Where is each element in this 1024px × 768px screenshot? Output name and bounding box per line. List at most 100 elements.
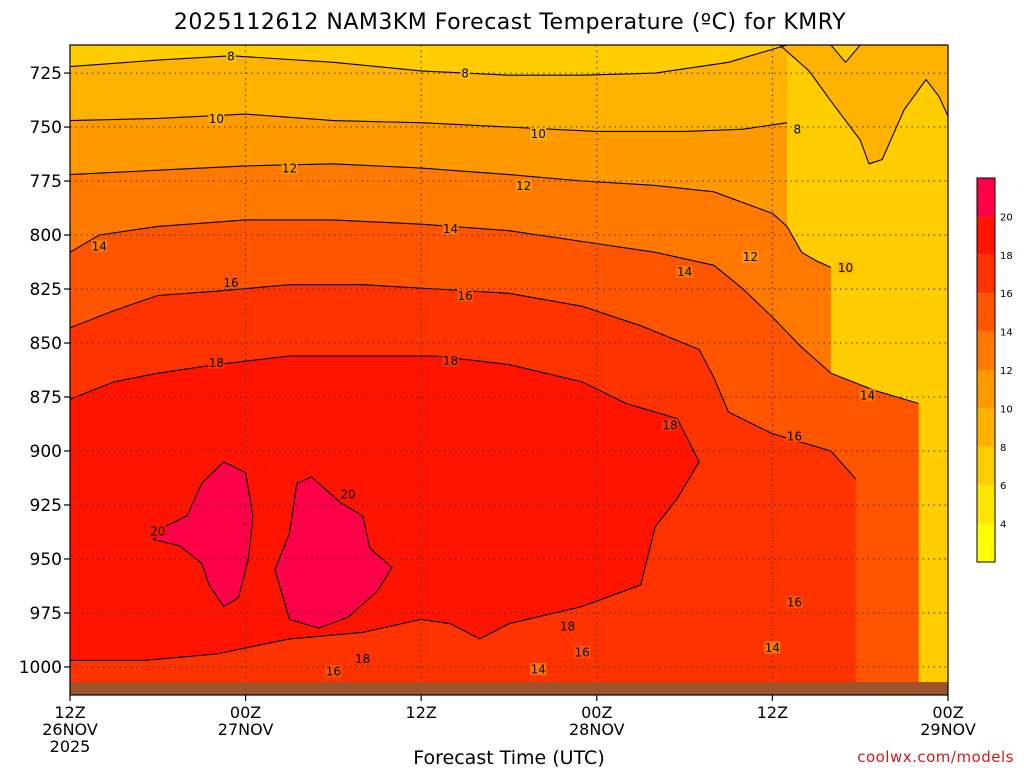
contour-label-bg — [442, 222, 459, 235]
colorbar-label: 10 — [1000, 404, 1013, 415]
contour-label-bg — [222, 276, 239, 289]
y-tick-label: 850 — [30, 334, 62, 354]
colorbar-label: 18 — [1000, 251, 1013, 262]
pocket-region-20 — [274, 476, 393, 629]
contour-label: 10 — [531, 127, 546, 141]
y-tick-label: 950 — [30, 550, 62, 570]
contour-label-bg — [442, 354, 459, 367]
contour-label-bg — [764, 641, 781, 654]
colorbar-swatch — [977, 331, 995, 370]
colorbar-swatch — [977, 216, 995, 255]
y-tick-label: 900 — [30, 442, 62, 462]
colorbar-swatch — [977, 293, 995, 332]
contour-label: 14 — [860, 388, 875, 402]
contour-lines — [70, 45, 919, 661]
contour-line-18 — [70, 355, 700, 661]
contour-label-bg — [354, 652, 371, 665]
contour-label-bg — [149, 524, 166, 537]
x-axis-label: Forecast Time (UTC) — [413, 747, 604, 768]
x-tick-label: 00Z — [230, 703, 261, 722]
colorbar-swatch — [977, 254, 995, 294]
colorbar-swatch — [977, 485, 995, 524]
y-tick-label: 975 — [30, 604, 62, 624]
contour-label-bg — [676, 265, 693, 278]
contour-label-bg — [91, 239, 108, 252]
colorbar-label: 16 — [1000, 289, 1013, 300]
y-tick-label: 875 — [30, 388, 62, 408]
pocket-region-8 — [778, 45, 948, 165]
contour-label: 16 — [223, 276, 238, 290]
contour-label: 20 — [150, 524, 165, 538]
contour-label-bg — [530, 127, 547, 140]
plot-area: 8881010101212121414141414141616161616161… — [70, 45, 948, 695]
colorbar-label: 4 — [1000, 520, 1006, 531]
plot-frame — [69, 44, 949, 696]
contour-label-bg — [530, 663, 547, 676]
contour-label: 14 — [443, 222, 458, 236]
contour-label-bg — [786, 596, 803, 609]
colorbar-swatch — [977, 178, 995, 217]
x-tick-label: 26NOV — [42, 720, 98, 739]
ground-surface — [70, 682, 948, 695]
contour-label: 18 — [209, 356, 224, 370]
x-tick-label: 12Z — [406, 703, 437, 722]
y-tick-label: 800 — [30, 226, 62, 246]
contour-label: 8 — [227, 49, 235, 63]
contour-label: 14 — [531, 663, 546, 677]
x-tick-label: 29NOV — [920, 720, 976, 739]
colorbar-swatch — [977, 370, 995, 409]
contour-label-bg — [457, 289, 474, 302]
contour-label-bg — [515, 179, 532, 192]
contour-line-14 — [70, 219, 919, 405]
contour-label: 12 — [282, 162, 297, 176]
chart-title: 2025112612 NAM3KM Forecast Temperature (… — [174, 10, 846, 35]
contour-label-bg — [325, 665, 342, 678]
contour-label-bg — [837, 261, 854, 274]
contour-label: 20 — [340, 488, 355, 502]
y-tick-label: 725 — [30, 64, 62, 84]
x-tick-label: 12Z — [54, 703, 85, 722]
contour-label-bg — [859, 388, 876, 401]
colorbar-label: 12 — [1000, 366, 1013, 377]
contour-label-bg — [226, 49, 236, 62]
contour-label: 8 — [461, 67, 469, 81]
contour-label-bg — [208, 112, 225, 125]
contour-line-12 — [70, 163, 832, 268]
x-tick-label: 27NOV — [218, 720, 274, 739]
x-tick-label: 00Z — [932, 703, 963, 722]
x-tick-label: 00Z — [581, 703, 612, 722]
pocket-region-6 — [830, 45, 861, 64]
contour-label: 14 — [677, 265, 692, 279]
contour-line-16 — [70, 284, 857, 480]
colorbar-swatch — [977, 446, 995, 486]
contour-label: 16 — [787, 429, 802, 443]
pocket-region-20 — [152, 461, 254, 608]
colorbar-label: 14 — [1000, 328, 1013, 339]
contour-label: 16 — [787, 596, 802, 610]
contour-label: 12 — [516, 179, 531, 193]
contour-label: 18 — [355, 652, 370, 666]
y-tick-label: 925 — [30, 496, 62, 516]
credit-text: coolwx.com/models — [857, 748, 1014, 766]
contour-label: 18 — [662, 419, 677, 433]
contour-labels: 8881010101212121414141414141616161616161… — [91, 49, 876, 679]
temperature-fills — [70, 45, 948, 695]
contour-label: 14 — [92, 239, 107, 253]
contour-label-bg — [786, 429, 803, 442]
colorbar-label: 20 — [1000, 212, 1013, 223]
contour-label: 8 — [793, 123, 801, 137]
y-tick-label: 750 — [30, 118, 62, 138]
contour-label-bg — [340, 488, 357, 501]
contour-label-bg — [559, 619, 576, 632]
colorbar-frame — [976, 177, 996, 563]
y-tick-label: 825 — [30, 280, 62, 300]
contour-label: 16 — [457, 289, 472, 303]
contour-label: 14 — [765, 641, 780, 655]
colorbar-label: 6 — [1000, 481, 1006, 492]
contour-label: 18 — [560, 619, 575, 633]
contour-label-bg — [574, 645, 591, 658]
contour-label-bg — [661, 419, 678, 432]
y-tick-label: 1000 — [19, 658, 62, 678]
